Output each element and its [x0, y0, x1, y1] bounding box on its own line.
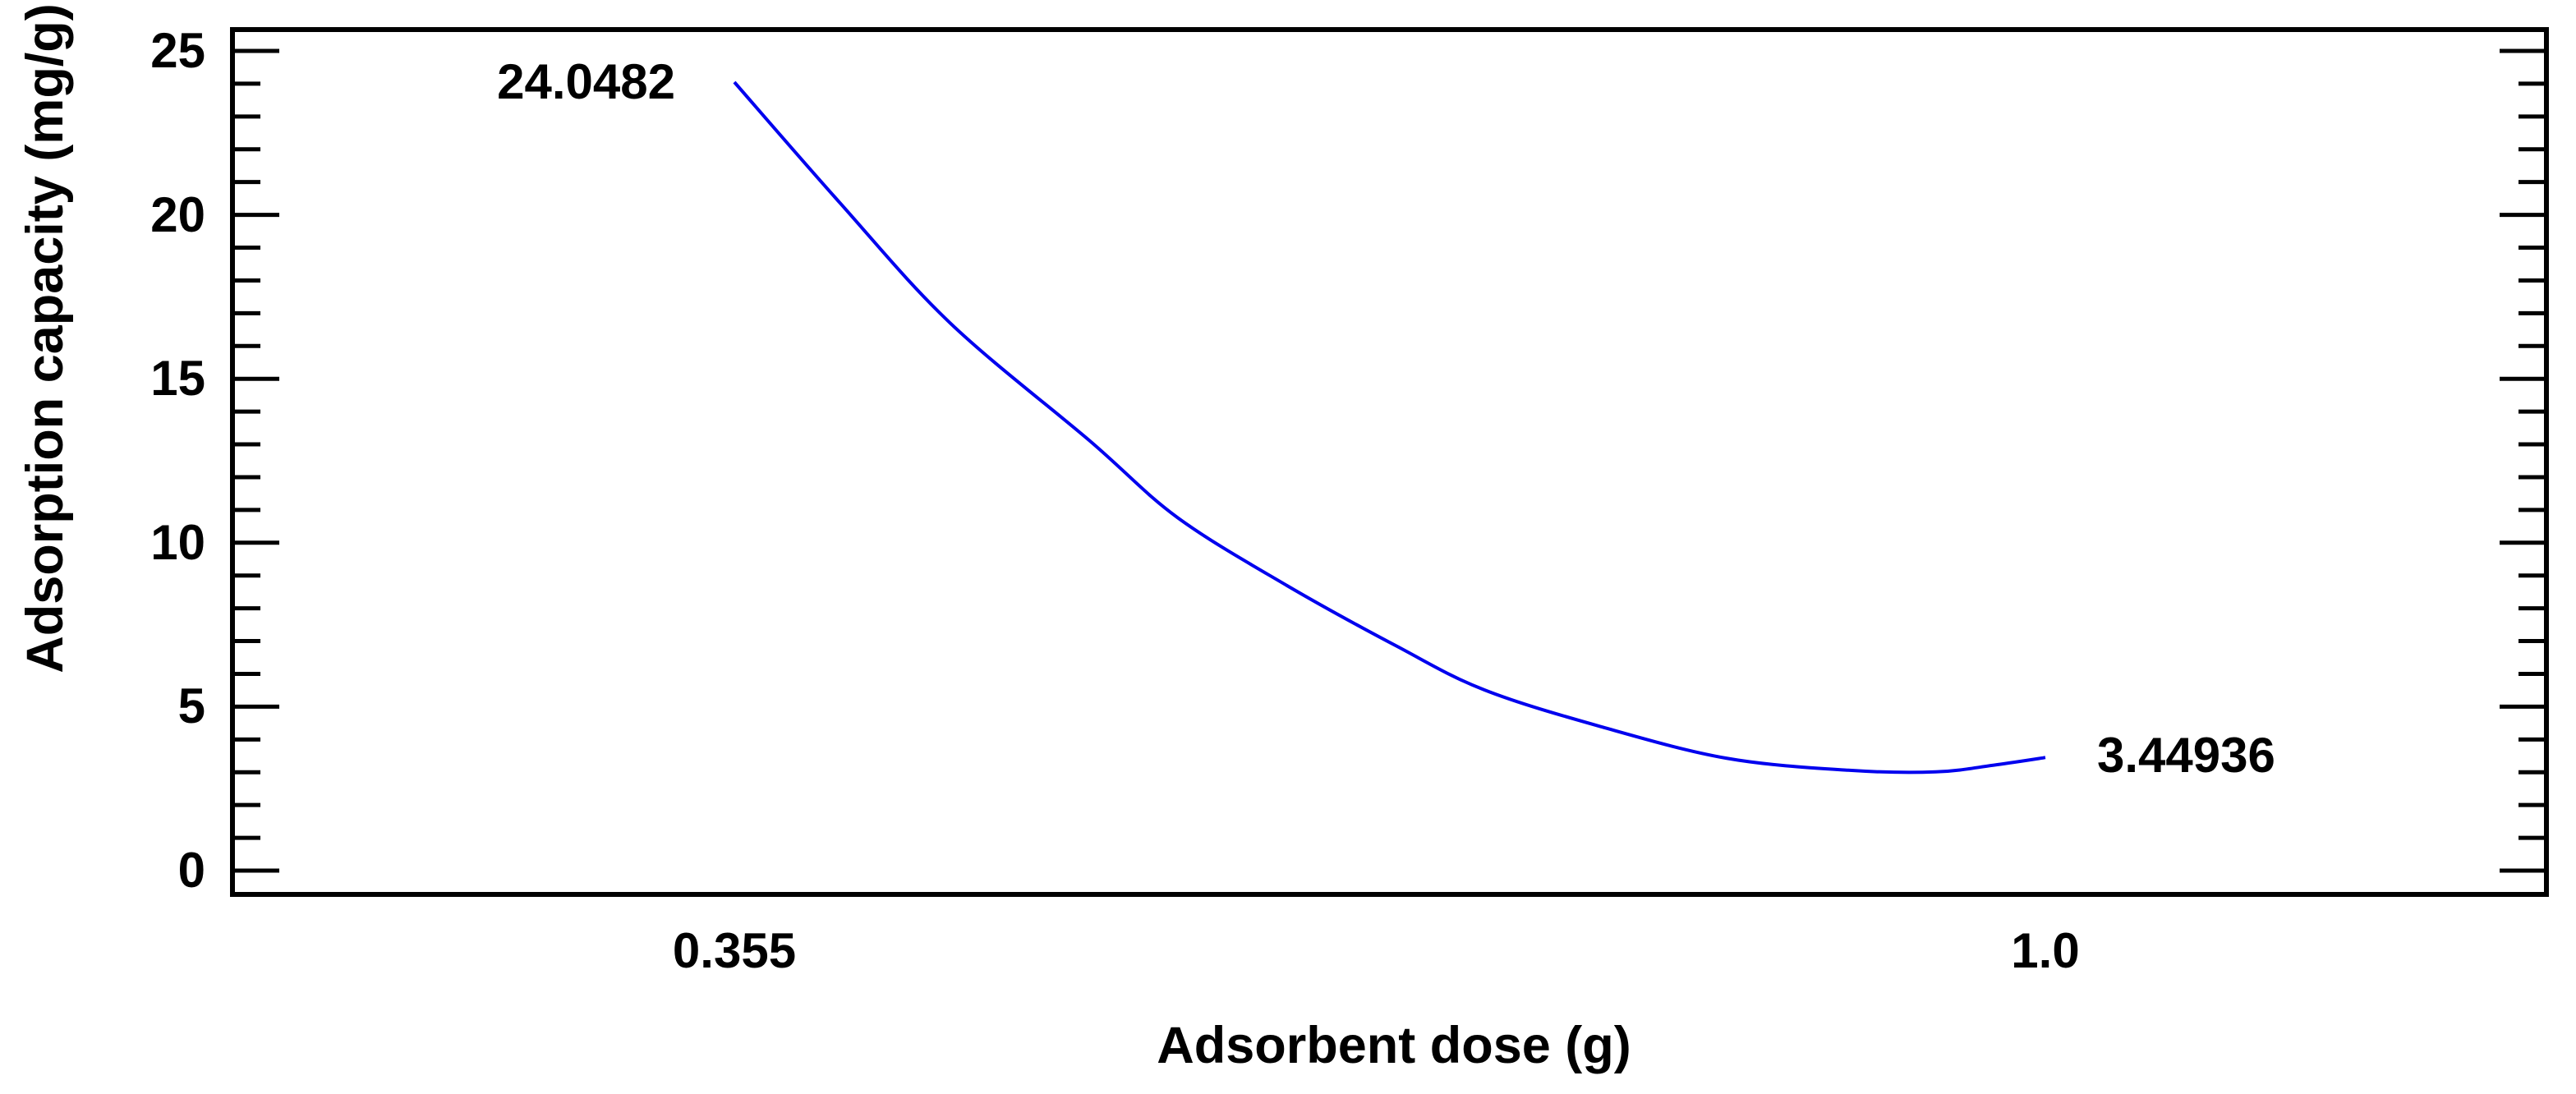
response-curve — [733, 80, 2046, 775]
x-axis-title: Adsorbent dose (g) — [1157, 1017, 1631, 1074]
y-axis-tick-label: 10 — [150, 514, 205, 570]
y-axis-tick-label: 0 — [177, 843, 205, 898]
y-axis-tick-label: 15 — [150, 351, 205, 407]
curve-end-value-label: 3.44936 — [2097, 728, 2275, 783]
y-axis-tick-label: 25 — [150, 23, 205, 78]
curve-start-value-label: 24.0482 — [497, 54, 675, 109]
x-axis-tick-label-low: 0.355 — [672, 923, 797, 978]
y-axis-tick-label: 20 — [150, 186, 205, 242]
y-axis-title: Adsorption capacity (mg/g) — [16, 3, 74, 673]
plot-frame — [230, 27, 2549, 897]
x-axis-tick-label-high: 1.0 — [2011, 923, 2080, 978]
y-axis-tick-label: 5 — [177, 678, 205, 734]
